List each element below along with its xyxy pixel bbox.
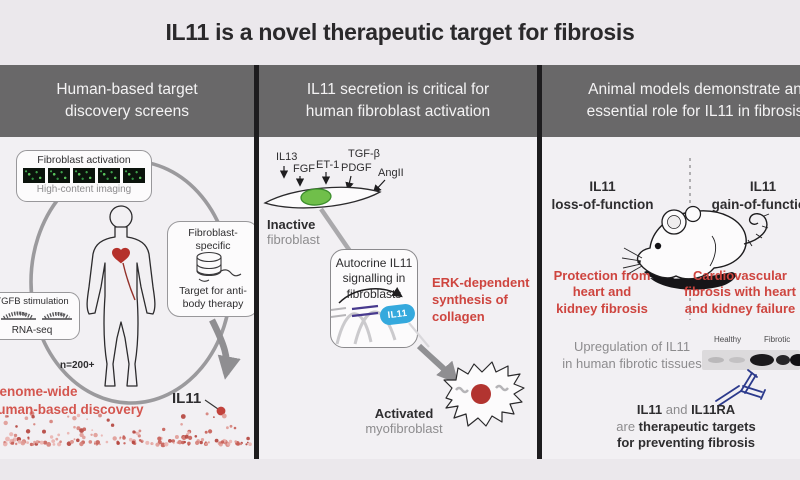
loss-result-label: Protection from heart and kidney fibrosi… [553, 268, 651, 316]
activated-label-group: Activated myofibroblast [356, 406, 452, 436]
activated-label: Activated [374, 406, 434, 421]
microscopy-image [73, 168, 95, 183]
panel-divider-1 [254, 65, 259, 459]
activation-box-title: Fibroblast activation [37, 154, 131, 166]
blot-label-healthy: Healthy [714, 335, 742, 344]
erk-label: ERK-dependent synthesis of collagen [432, 275, 530, 324]
panel-divider-2 [537, 65, 542, 459]
stimulus-tgfb: TGF-β [348, 148, 380, 160]
upregulation-label: Upregulation of IL11 in human fibrotic t… [562, 339, 702, 371]
microscopy-image [23, 168, 45, 183]
stimulus-angii: AngII [378, 167, 404, 179]
conclusion-text: IL11 and IL11RA are therapeutic targets … [586, 402, 786, 452]
panel2-header: IL11 secretion is critical for human fib… [305, 81, 491, 120]
header-band [0, 65, 800, 137]
stimulus-fgf: FGF [293, 163, 315, 175]
autocrine-signalling-box: Autocrine IL11 signalling in fibroblasts [330, 249, 418, 348]
stimulus-pdgf: PDGF [341, 162, 372, 174]
figure-title: IL11 is a novel therapeutic target for f… [165, 19, 635, 45]
microscopy-image [48, 168, 70, 183]
microscopy-thumbnails [17, 168, 151, 183]
gain-result-label: Cardiovascular fibrosis with heart and k… [684, 268, 796, 316]
discovery-label: Genome-wide human-based discovery [0, 384, 144, 418]
conclusion-line2: are therapeutic targets [616, 418, 756, 434]
activation-box-subtitle: High-content imaging [36, 184, 132, 195]
blot-label-fibrotic: Fibrotic [764, 335, 791, 344]
autocrine-box-text: Autocrine IL11 signalling in fibroblasts [335, 256, 413, 301]
fibroblast-activation-box: Fibroblast activation High-content imagi… [16, 150, 152, 202]
stimulus-il13: IL13 [276, 151, 298, 163]
inactive-sublabel: fibroblast [267, 232, 320, 247]
activated-sublabel: myofibroblast [365, 421, 443, 436]
conclusion-line1: IL11 and IL11RA [636, 402, 736, 417]
n-count-label: n=200+ [60, 360, 95, 371]
microscopy-image [123, 168, 145, 183]
tgfb-stimulation-box: TGFB stimulation RNA-seq [0, 292, 80, 340]
loss-of-function-label: IL11 loss-of-function [551, 179, 654, 212]
conclusion-line3: for preventing fibrosis [617, 435, 755, 451]
stimulation-box-title: TGFB stimulation [0, 296, 69, 307]
gain-of-function-label: IL11 gain-of-function [711, 179, 800, 212]
stimulus-et1: ET-1 [316, 159, 340, 171]
panel1-header: Human-based target discovery screens [56, 81, 198, 120]
inactive-label: Inactive [267, 217, 316, 232]
microscopy-image [98, 168, 120, 183]
fibroblast-specific-box: Fibroblast- specific Target for anti- bo… [167, 221, 259, 317]
stimulation-box-subtitle: RNA-seq [11, 325, 53, 336]
specific-box-subtitle: Target for anti- body therapy [179, 284, 247, 310]
specific-box-title: Fibroblast- specific [188, 227, 238, 253]
panel3-header: Animal models demonstrate an essential r… [586, 81, 800, 120]
il11-hit-label: IL11 [172, 390, 202, 407]
